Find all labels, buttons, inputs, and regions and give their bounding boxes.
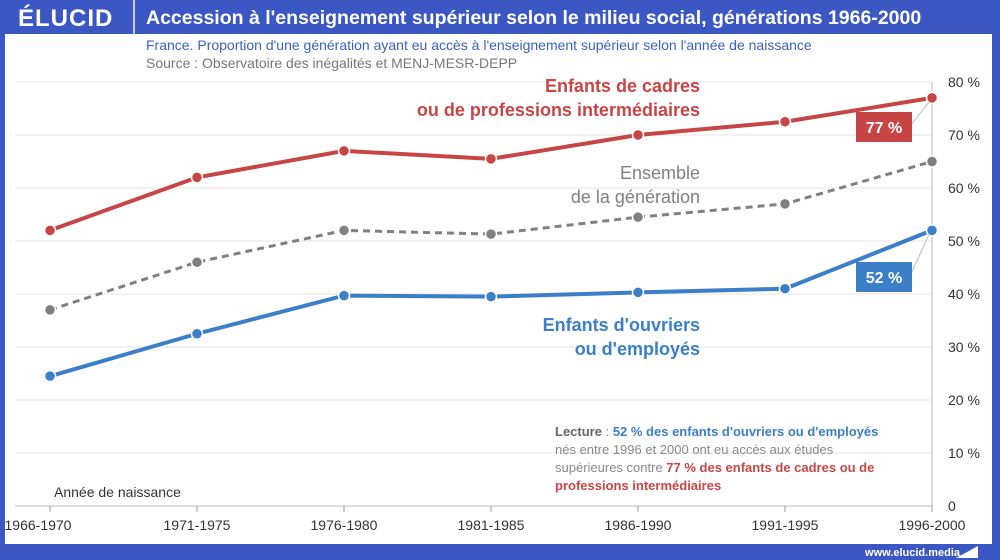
data-point bbox=[631, 128, 645, 142]
x-tick-label: 1986-1990 bbox=[605, 517, 672, 533]
data-point bbox=[43, 369, 57, 383]
label-leader bbox=[909, 101, 930, 127]
reading-note: Lecture : 52 % des enfants d'ouvriers ou… bbox=[555, 423, 900, 495]
y-tick-label: 40 % bbox=[948, 286, 980, 302]
data-point bbox=[484, 290, 498, 303]
data-point bbox=[925, 224, 939, 237]
end-label-box bbox=[856, 262, 912, 292]
x-tick-label: 1996-2000 bbox=[899, 517, 966, 533]
data-point bbox=[337, 224, 351, 237]
data-point bbox=[925, 91, 939, 105]
data-point bbox=[43, 224, 57, 237]
x-tick-label: 1981-1985 bbox=[458, 517, 525, 533]
x-tick-label: 1966-1970 bbox=[5, 517, 72, 533]
data-point bbox=[484, 152, 498, 166]
elucid-logo: ÉLUCID bbox=[18, 5, 114, 32]
data-point bbox=[337, 144, 351, 158]
series-label: ou de professions intermédiaires bbox=[417, 100, 700, 120]
data-point bbox=[778, 197, 792, 211]
data-point bbox=[631, 286, 645, 299]
data-point bbox=[778, 282, 792, 295]
end-label-box bbox=[856, 112, 912, 142]
data-point bbox=[190, 255, 204, 269]
note-mid: nés entre 1996 et 2000 ont eu accès aux … bbox=[555, 442, 834, 475]
series-label: Enfants d'ouvriers bbox=[543, 315, 700, 335]
label-leader bbox=[909, 234, 930, 277]
x-tick-label: 1991-1995 bbox=[752, 517, 819, 533]
flag-icon bbox=[956, 546, 978, 558]
data-point bbox=[778, 115, 792, 128]
series-line bbox=[49, 228, 933, 379]
data-point bbox=[190, 171, 204, 184]
note-blue: 52 % des enfants d'ouvriers ou d'employé… bbox=[612, 424, 879, 439]
data-point bbox=[484, 227, 498, 241]
y-tick-label: 50 % bbox=[948, 233, 980, 249]
end-label: 77 % bbox=[866, 120, 902, 137]
data-point bbox=[43, 303, 57, 317]
data-point bbox=[337, 289, 351, 302]
series-label: ou d'employés bbox=[575, 339, 700, 359]
x-axis-label: Année de naissance bbox=[54, 484, 181, 500]
data-point bbox=[631, 210, 645, 224]
note-red: 77 % des enfants de cadres ou de profess… bbox=[555, 460, 875, 493]
note-label: Lecture bbox=[555, 424, 602, 439]
chart-source: Source : Observatoire des inégalités et … bbox=[146, 55, 518, 71]
y-tick-label: 20 % bbox=[948, 392, 980, 408]
chart-title: Accession à l'enseignement supérieur sel… bbox=[146, 7, 922, 29]
series-label: Ensemble bbox=[620, 163, 700, 183]
chart-panel bbox=[5, 34, 992, 544]
data-point bbox=[925, 155, 939, 168]
y-tick-label: 10 % bbox=[948, 445, 980, 461]
y-tick-label: 0 bbox=[948, 498, 956, 514]
end-label: 52 % bbox=[866, 270, 902, 287]
series-label: Enfants de cadres bbox=[545, 76, 700, 96]
y-tick-label: 60 % bbox=[948, 180, 980, 196]
series-label: de la génération bbox=[571, 187, 700, 207]
y-tick-label: 80 % bbox=[948, 74, 980, 90]
y-tick-label: 30 % bbox=[948, 339, 980, 355]
x-tick-label: 1971-1975 bbox=[164, 517, 231, 533]
y-tick-label: 70 % bbox=[948, 127, 980, 143]
chart-subtitle: France. Proportion d'une génération ayan… bbox=[146, 37, 812, 53]
footer-url[interactable]: www.elucid.media bbox=[865, 547, 960, 559]
x-tick-label: 1976-1980 bbox=[311, 517, 378, 533]
data-point bbox=[190, 327, 204, 340]
note-sep: : bbox=[601, 424, 613, 439]
header-divider bbox=[133, 0, 135, 34]
